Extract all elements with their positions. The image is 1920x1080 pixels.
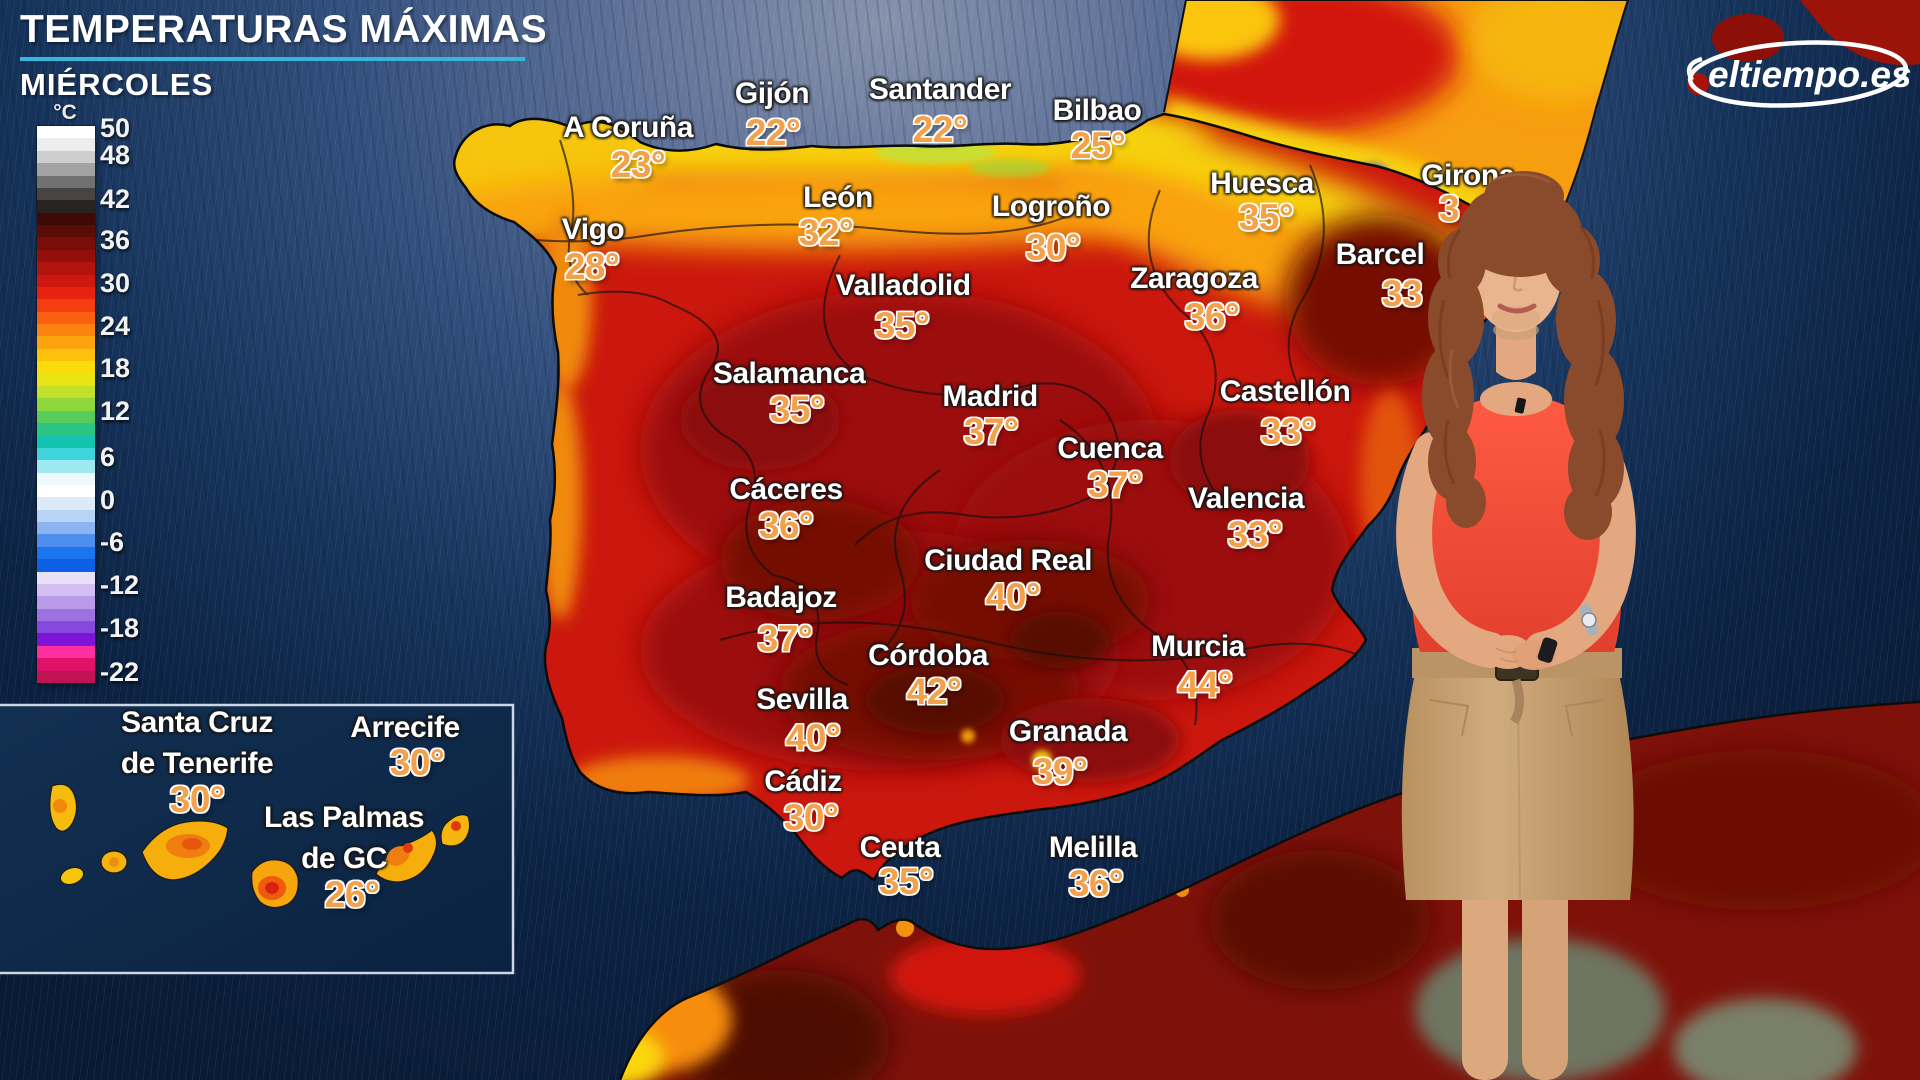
city-name: León <box>803 181 873 214</box>
city-temp: 30° <box>783 797 839 838</box>
city-temp: 23° <box>610 144 666 185</box>
city-name: A Coruña <box>563 111 693 144</box>
city-name: Logroño <box>991 190 1111 223</box>
city-temp: 22° <box>912 109 968 150</box>
city-temp: 36° <box>1068 863 1124 904</box>
city-name: Arrecife <box>350 711 460 744</box>
city-temp: 35° <box>769 389 825 430</box>
city-name: Granada <box>1008 715 1128 748</box>
city-name: Salamanca <box>712 357 866 390</box>
city-name: Ceuta <box>859 831 941 864</box>
city-temp: 26° <box>324 874 380 915</box>
city-name: Santander <box>868 73 1012 106</box>
city-name: de GC <box>301 842 387 875</box>
city-name: de Tenerife <box>120 747 274 780</box>
city-name: Vigo <box>561 213 625 246</box>
presenter-hair <box>1422 171 1624 540</box>
iberia-coastline <box>453 112 1542 882</box>
province-borders <box>469 139 1381 726</box>
city-temp: 30° <box>169 779 225 820</box>
city-temp: 32° <box>798 212 854 253</box>
presenter-leg <box>1462 880 1508 1080</box>
city-temp: 39° <box>1032 751 1088 792</box>
city-name: Bilbao <box>1052 94 1142 127</box>
city-name: Ciudad Real <box>924 544 1092 577</box>
city-temp: 33 <box>1381 273 1423 314</box>
city-name: Sevilla <box>756 683 848 716</box>
france-coastline <box>1163 0 1630 245</box>
city-name: Huesca <box>1210 167 1314 200</box>
city-temp: 35° <box>1238 197 1294 238</box>
city-temp: 3 <box>1438 188 1460 229</box>
canary-islands <box>49 783 471 909</box>
city-name: Melilla <box>1048 831 1138 864</box>
presenter-leg <box>1522 880 1568 1080</box>
city-temp: 36° <box>758 505 814 546</box>
canary-inset <box>0 703 515 975</box>
city-temp: 37° <box>757 618 813 659</box>
city-name: Murcia <box>1151 630 1245 663</box>
city-temp: 28° <box>564 246 620 287</box>
city-temp: 30° <box>389 742 445 783</box>
city-name: Zaragoza <box>1130 262 1258 295</box>
city-temp: 42° <box>906 671 962 712</box>
city-temp: 25° <box>1070 125 1126 166</box>
city-name: Badajoz <box>725 581 837 614</box>
lapel-mic <box>1514 397 1526 414</box>
city-name: Las Palmas <box>263 801 425 834</box>
city-temp: 33° <box>1260 411 1316 452</box>
city-name: Cuenca <box>1057 432 1163 465</box>
presenter-hands <box>1484 635 1558 670</box>
city-name: Santa Cruz <box>121 706 273 739</box>
city-temp: 35° <box>878 861 934 902</box>
city-temp: 36° <box>1184 296 1240 337</box>
city-temp: 37° <box>963 411 1019 452</box>
city-temp: 22° <box>745 112 801 153</box>
city-name: Gijón <box>734 77 810 110</box>
city-temp: 30° <box>1025 227 1081 268</box>
city-name: Madrid <box>942 380 1038 413</box>
city-name: Valencia <box>1187 482 1305 515</box>
city-temp: 35° <box>874 305 930 346</box>
city-temp: 40° <box>785 717 841 758</box>
city-temp: 44° <box>1177 664 1233 705</box>
city-name: Barcel <box>1335 238 1425 271</box>
presenter <box>1396 171 1636 1080</box>
presenter-skirt <box>1401 678 1634 900</box>
city-name: Cáceres <box>729 473 843 506</box>
city-name: Córdoba <box>868 639 988 672</box>
city-temp: 40° <box>985 576 1041 617</box>
city-name: Castellón <box>1219 375 1351 408</box>
presenter-watch <box>1579 604 1599 636</box>
city-name: Valladolid <box>835 269 971 302</box>
city-temp: 37° <box>1087 464 1143 505</box>
city-name: Cádiz <box>764 765 842 798</box>
city-temp: 33° <box>1227 514 1283 555</box>
